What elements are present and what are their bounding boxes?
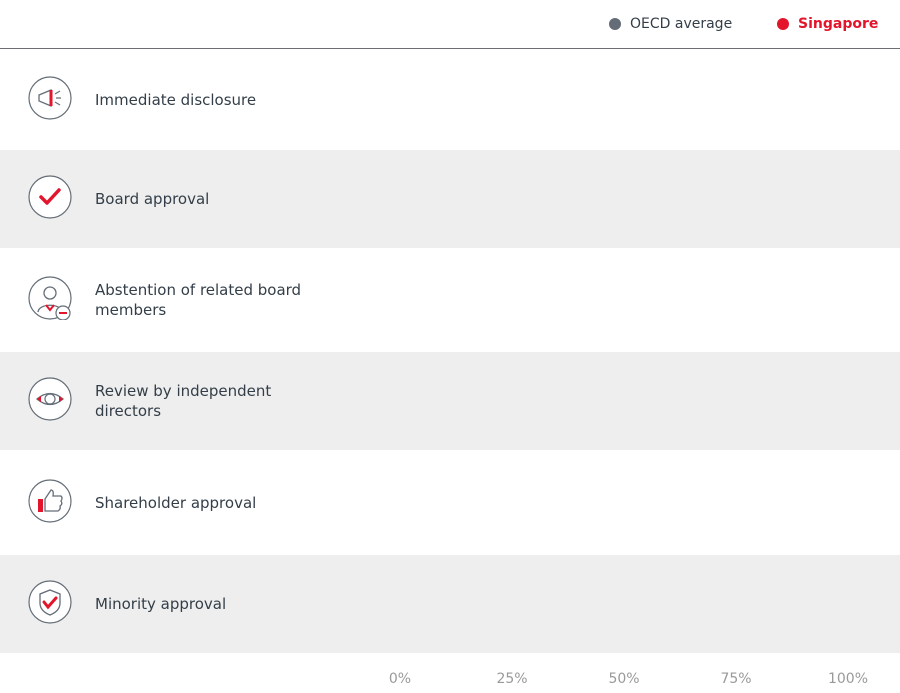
category-icon [28,276,72,324]
icon [28,175,72,219]
x-tick-label: 0% [388,671,412,687]
category-row: Abstention of related board members [0,248,900,352]
legend-swatch [777,18,789,30]
legend-item: Singapore [777,16,878,32]
category-label: Minority approval [95,595,227,613]
icon [28,478,72,523]
category-icon [28,377,72,425]
header-rule [0,48,900,49]
legend-label: Singapore [798,16,879,32]
category-icon [28,478,72,527]
x-tick-label: 100% [827,671,869,687]
x-tick-label: 75% [720,671,752,687]
category-label: Immediate disclosure [95,91,257,109]
icon [28,76,72,120]
category-label: Board approval [95,190,210,208]
category-row: Minority approval [0,555,900,653]
icon [28,276,72,321]
category-row: Immediate disclosure [0,50,900,150]
icon [28,580,72,624]
category-icon [28,76,72,124]
category-icon [28,175,72,223]
x-tick-label: 50% [608,671,640,687]
legend-label: OECD average [630,16,733,32]
category-row: Review by independent directors [0,352,900,450]
category-label: Shareholder approval [95,493,257,512]
category-label: Review by independent directors [95,382,272,420]
category-row: Shareholder approval [0,450,900,555]
x-tick-label: 25% [496,671,528,687]
category-icon [28,580,72,628]
category-label: Abstention of related board members [95,281,302,319]
category-row: Board approval [0,150,900,248]
icon [28,377,72,421]
legend-swatch [609,18,621,30]
legend-item: OECD average [609,16,732,32]
